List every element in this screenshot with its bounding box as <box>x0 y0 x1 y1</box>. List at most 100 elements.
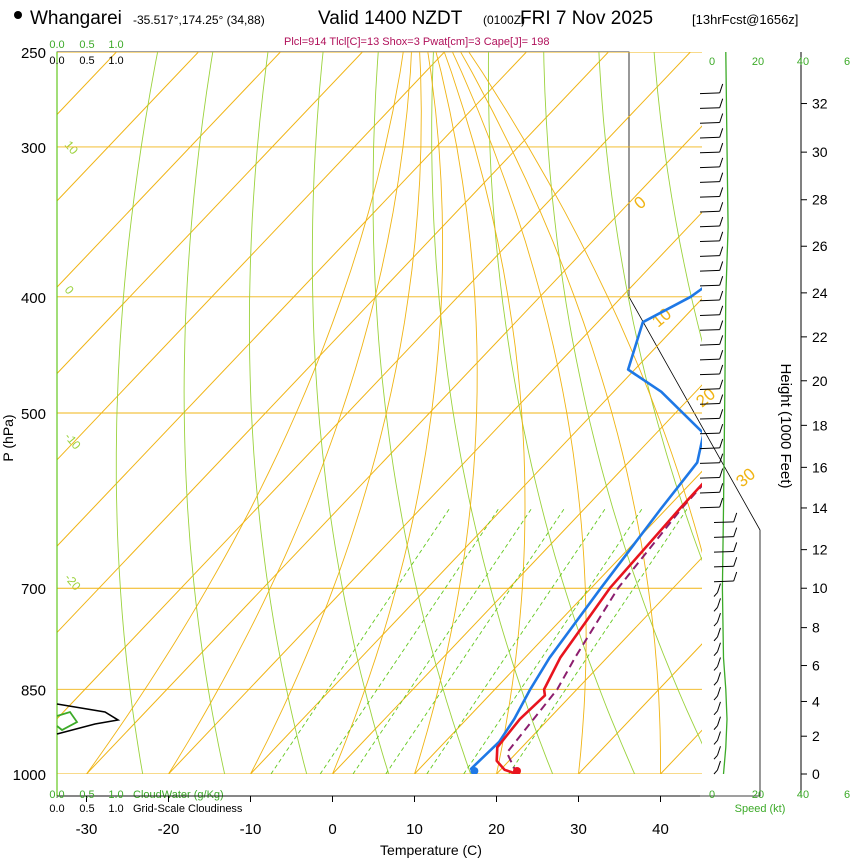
cloudiness-profile <box>56 703 121 735</box>
wind-barb-feather <box>733 557 738 567</box>
height-tick-label: 4 <box>812 693 820 709</box>
cloudwater-tick-bottom: 0.0 <box>49 789 64 801</box>
moist-adiabat-line <box>86 52 404 774</box>
y-axis-label: P (hPa) <box>0 414 16 461</box>
height-tick-label: 16 <box>812 459 828 475</box>
dry-adiabat-line <box>598 52 702 562</box>
moist-adiabat-line <box>451 52 587 774</box>
mixing-ratio-line <box>270 507 451 774</box>
surface-temperature-dot <box>513 767 521 774</box>
wind-barb-feather <box>719 409 724 419</box>
moist-adiabat-line <box>250 52 422 774</box>
wind-barb-feather <box>719 276 724 286</box>
wind-barb-feather <box>719 261 724 271</box>
forecast-info: [13hrFcst@1656z] <box>692 12 799 27</box>
dry-adiabat-line <box>543 52 702 745</box>
isotherm-line <box>57 52 528 547</box>
x-tick-label: -20 <box>158 821 180 838</box>
wind-barb <box>699 195 720 198</box>
wind-barb-feather <box>719 231 724 241</box>
valid-date: FRI 7 Nov 2025 <box>520 8 654 29</box>
wind-barb <box>713 565 734 568</box>
wind-barb <box>699 432 720 435</box>
wind-speed-tick-bottom: 6 <box>844 789 850 801</box>
wind-barb <box>699 107 720 109</box>
parcel-curve <box>505 484 702 774</box>
wind-barb-feather <box>719 335 724 345</box>
wind-speed-tick-bottom: 0 <box>709 789 715 801</box>
height-tick-label: 28 <box>812 192 828 208</box>
wind-speed-tick-bottom: 20 <box>752 789 764 801</box>
station-name: Whangarei <box>30 8 122 29</box>
wind-barb <box>699 506 720 509</box>
temperature-curve <box>495 482 702 774</box>
cloudwater-tick-top: 0.5 <box>79 39 94 51</box>
wind-barb-feather <box>719 438 724 449</box>
isotherm-line <box>413 470 702 774</box>
wind-speed-tick-top: 0 <box>709 56 715 68</box>
wind-barb-feather <box>716 642 721 652</box>
mixing-ratio-line <box>385 507 566 774</box>
wind-barb-feather <box>716 686 721 697</box>
wind-barb-feather <box>719 157 724 168</box>
height-tick-label: 32 <box>812 96 828 112</box>
wind-barb <box>699 92 720 95</box>
moist-adiabat-line <box>468 52 702 554</box>
wind-barb-feather <box>719 128 724 138</box>
isotherm-label: 0 <box>630 192 649 213</box>
wind-speed-tick-top: 40 <box>797 56 809 68</box>
x-tick-label: 10 <box>406 821 423 838</box>
dry-adiabat-line <box>311 52 390 774</box>
wind-speed-profile <box>721 51 729 775</box>
pressure-tick-label: 250 <box>21 45 46 62</box>
mixing-ratio-line <box>463 507 644 774</box>
dry-adiabat-line <box>487 52 636 774</box>
wind-barb-feather <box>716 612 721 623</box>
cloudiness-label: Grid-Scale Cloudiness <box>133 803 243 815</box>
station-coords: -35.517°,174.25° (34,88) <box>133 13 265 27</box>
wind-barb <box>713 651 718 657</box>
wind-speed-tick-bottom: 40 <box>797 789 809 801</box>
cloudwater-tick-top: 1.0 <box>108 39 123 51</box>
wind-barb-feather <box>733 512 738 523</box>
height-tick-label: 22 <box>812 329 828 345</box>
wind-barb <box>713 607 718 612</box>
cloudiness-tick-top: 0.0 <box>49 55 64 67</box>
wind-barb-feather <box>716 583 721 593</box>
wind-barb-feather <box>719 468 724 478</box>
axes: Temperature (C) P (hPa) Height (1000 Fee… <box>0 39 828 858</box>
dry-adiabat-line <box>431 52 554 774</box>
right-y-axis-label: Height (1000 Feet) <box>777 363 794 488</box>
cloud-water-label: CloudWater (g/Kg) <box>133 789 224 801</box>
moist-adiabat-line <box>414 52 478 774</box>
height-tick-label: 24 <box>812 285 828 301</box>
wind-barb <box>713 521 734 524</box>
wind-barb <box>699 122 720 124</box>
wind-barb-feather <box>716 716 721 726</box>
dry-adiabat-line <box>762 31 850 800</box>
wind-barb <box>713 580 734 583</box>
dry-adiabat-line <box>653 52 702 343</box>
plot-frame <box>56 51 761 797</box>
x-axis-label: Temperature (C) <box>380 842 482 858</box>
location-dot <box>14 11 22 19</box>
pressure-tick-label: 850 <box>21 682 46 699</box>
height-tick-label: 30 <box>812 144 828 160</box>
mixing-ratio-line <box>508 507 689 774</box>
wind-barb <box>713 680 718 686</box>
dewpoint-curve <box>469 287 702 774</box>
wind-barb-feather <box>719 142 724 153</box>
mixing-ratio-line <box>352 507 533 774</box>
wind-barb <box>699 447 720 450</box>
height-tick-label: 8 <box>812 620 820 636</box>
isotherm-line <box>167 211 702 774</box>
cloudiness-tick-top: 1.0 <box>108 55 123 67</box>
pressure-tick-label: 400 <box>21 290 46 307</box>
wind-barb <box>699 373 720 376</box>
wind-barb-feather <box>733 527 738 537</box>
wind-speed-unit: Speed (kt) <box>735 803 786 815</box>
dry-adiabat-line <box>183 52 226 774</box>
cloudiness-tick-bottom: 0.0 <box>49 803 64 815</box>
wind-barb-feather <box>719 379 724 389</box>
wind-barb <box>713 754 718 760</box>
